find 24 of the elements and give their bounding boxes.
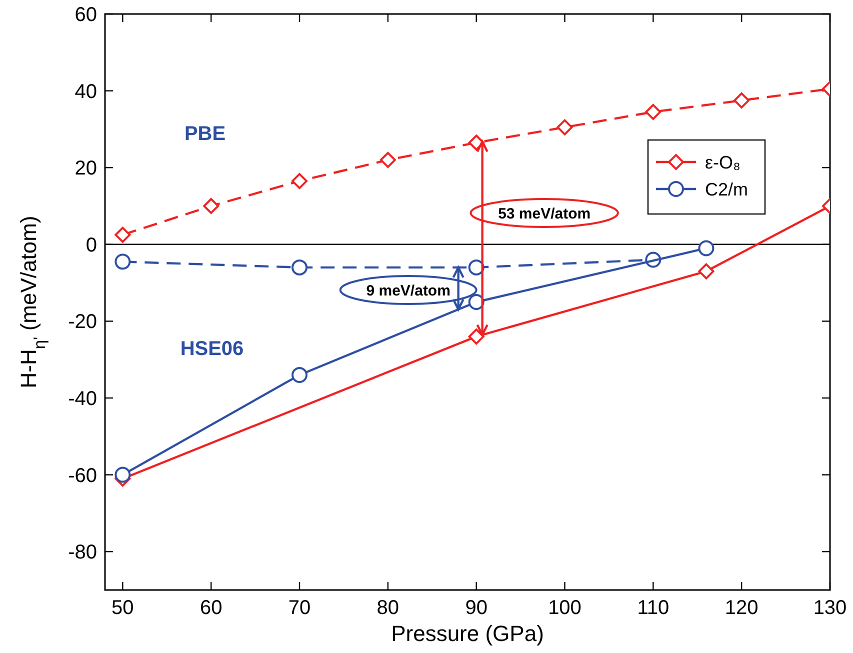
x-tick-label: 120 xyxy=(724,597,758,619)
legend-label: C2/m xyxy=(705,179,748,200)
x-tick-label: 70 xyxy=(288,597,311,619)
y-tick-label: -20 xyxy=(68,311,97,334)
annotation: PBE xyxy=(184,123,226,145)
y-tick-label: -40 xyxy=(68,388,97,410)
x-tick-label: 130 xyxy=(813,597,847,619)
y-tick-label: 60 xyxy=(74,4,97,26)
y-tick-label: 0 xyxy=(86,234,97,256)
x-tick-label: 110 xyxy=(637,597,670,619)
x-tick-label: 90 xyxy=(465,597,488,619)
y-tick-label: 20 xyxy=(74,158,97,180)
annotation: 53 meV/atom xyxy=(498,205,591,222)
y-tick-label: -60 xyxy=(68,464,97,487)
annotation: HSE06 xyxy=(180,338,244,360)
x-tick-label: 50 xyxy=(112,597,134,619)
y-tick-label: -80 xyxy=(68,542,97,564)
x-tick-label: 80 xyxy=(376,597,400,619)
x-tick-label: 100 xyxy=(548,597,582,619)
x-axis-title: Pressure (GPa) xyxy=(391,621,544,646)
legend-label: ε-O₈ xyxy=(705,152,740,172)
x-tick-label: 60 xyxy=(200,597,222,619)
annotation: 9 meV/atom xyxy=(366,282,450,300)
y-tick-label: 40 xyxy=(74,80,97,103)
